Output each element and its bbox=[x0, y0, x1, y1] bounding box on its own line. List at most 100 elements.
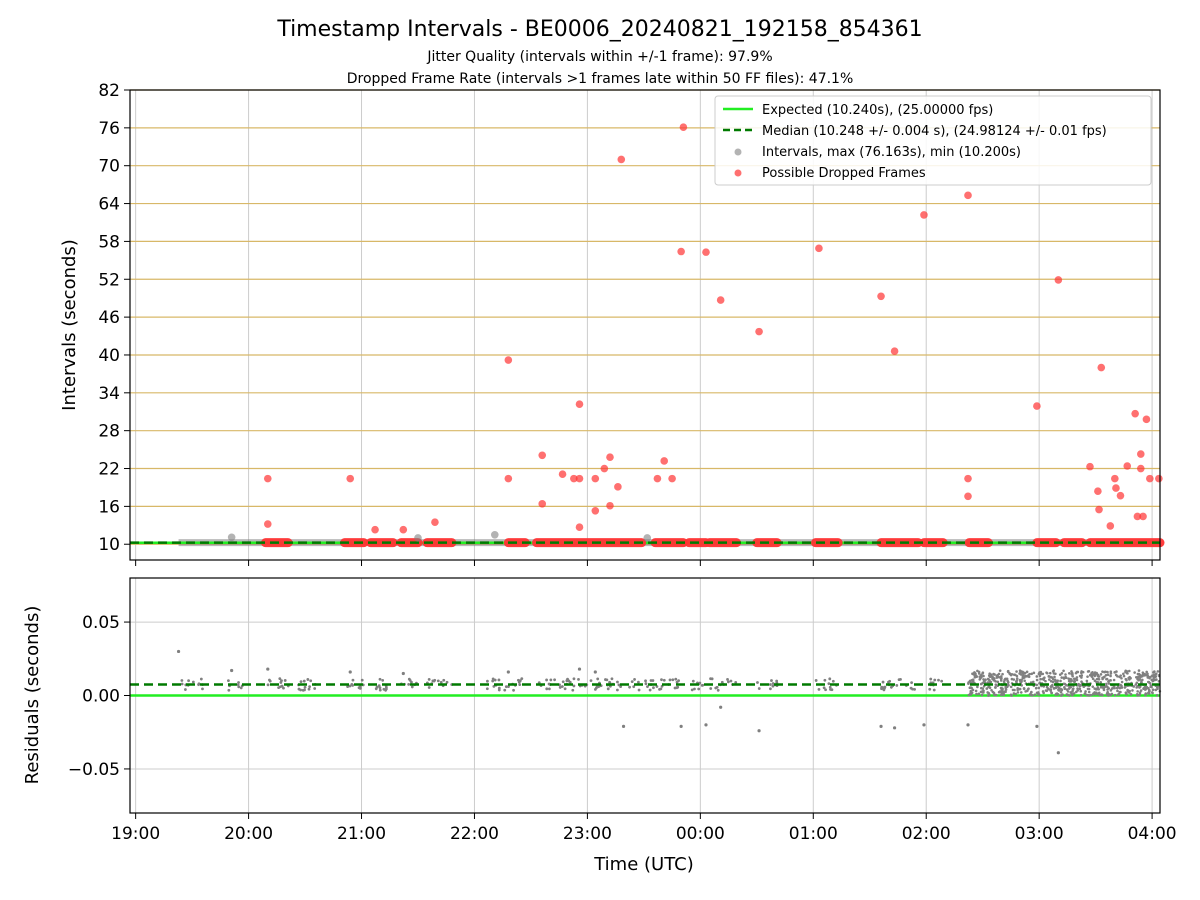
residual-outlier-10 bbox=[704, 723, 708, 727]
residual-point-619 bbox=[996, 680, 1000, 684]
residual-point-347 bbox=[1067, 671, 1071, 675]
residual-point-814 bbox=[1059, 690, 1063, 694]
residual-point-937 bbox=[971, 672, 974, 676]
residual-point-404 bbox=[1048, 678, 1051, 681]
residual-point-50 bbox=[439, 680, 443, 684]
residual-point-792 bbox=[1113, 693, 1117, 697]
dropped-point-38 bbox=[1054, 276, 1063, 284]
residual-point-634 bbox=[1049, 679, 1053, 683]
residual-outlier-11 bbox=[719, 705, 723, 709]
residual-point-959 bbox=[1007, 683, 1010, 687]
residual-point-794 bbox=[1047, 675, 1051, 678]
residual-point-245 bbox=[297, 687, 301, 691]
dropped-point-45 bbox=[1112, 484, 1120, 492]
residual-point-134 bbox=[655, 685, 659, 688]
residual-point-452 bbox=[1109, 674, 1112, 678]
residual-point-877 bbox=[1084, 690, 1087, 693]
residual-point-918 bbox=[994, 685, 997, 689]
dropped-point-37 bbox=[1033, 402, 1041, 410]
residual-point-263 bbox=[646, 685, 649, 689]
residual-point-863 bbox=[992, 672, 995, 676]
residual-point-38 bbox=[407, 682, 411, 686]
residual-point-130 bbox=[675, 686, 679, 690]
residual-point-658 bbox=[989, 680, 993, 684]
residual-point-550 bbox=[1072, 692, 1076, 695]
residual-outlier-4 bbox=[401, 671, 405, 676]
residual-point-862 bbox=[1052, 672, 1056, 675]
residual-point-920 bbox=[1088, 673, 1092, 677]
interval-point-2 bbox=[490, 530, 499, 539]
residual-point-237 bbox=[303, 685, 307, 689]
residual-point-646 bbox=[1113, 671, 1116, 674]
residual-point-77 bbox=[549, 678, 553, 682]
residual-point-643 bbox=[1014, 673, 1017, 677]
legend-dropped-marker bbox=[734, 169, 742, 177]
dropped-point-33 bbox=[920, 211, 928, 219]
residual-point-554 bbox=[1037, 686, 1041, 690]
residual-point-330 bbox=[1136, 675, 1140, 679]
residual-point-215 bbox=[187, 679, 190, 683]
residual-point-236 bbox=[307, 687, 311, 691]
residual-point-749 bbox=[1016, 688, 1019, 692]
dropped-point-17 bbox=[600, 464, 609, 473]
residual-point-6 bbox=[282, 686, 285, 690]
dropped-point-22 bbox=[653, 474, 662, 483]
residual-point-765 bbox=[997, 675, 1001, 679]
residual-point-380 bbox=[1064, 673, 1067, 676]
dropped-point-8 bbox=[538, 500, 547, 508]
residual-point-346 bbox=[1134, 675, 1138, 679]
residual-point-769 bbox=[1014, 692, 1018, 696]
residual-point-928 bbox=[1018, 672, 1021, 675]
residual-point-17 bbox=[350, 683, 354, 686]
residual-point-600 bbox=[1083, 692, 1087, 696]
top-ytick-label-5: 40 bbox=[98, 346, 120, 366]
residual-point-666 bbox=[1042, 691, 1045, 695]
residual-point-89 bbox=[596, 677, 600, 681]
residual-point-753 bbox=[1149, 685, 1153, 689]
residual-point-668 bbox=[1086, 670, 1090, 673]
residual-point-685 bbox=[1106, 688, 1109, 691]
residual-point-193 bbox=[888, 679, 892, 683]
residual-point-170 bbox=[824, 688, 827, 692]
residual-outlier-1 bbox=[230, 668, 234, 673]
residual-point-779 bbox=[1138, 693, 1142, 696]
residual-point-691 bbox=[1103, 675, 1106, 679]
residual-point-880 bbox=[1060, 671, 1064, 675]
top-ytick-label-0: 10 bbox=[98, 535, 120, 555]
residual-point-882 bbox=[1021, 676, 1025, 679]
residual-point-208 bbox=[932, 688, 936, 692]
top-ytick-label-12: 82 bbox=[98, 81, 120, 101]
residual-point-657 bbox=[1025, 670, 1029, 674]
residual-point-22 bbox=[381, 679, 385, 682]
residual-point-157 bbox=[716, 688, 720, 692]
top-ytick-label-9: 64 bbox=[98, 195, 120, 215]
residual-point-763 bbox=[1154, 672, 1158, 676]
residual-point-264 bbox=[652, 686, 655, 690]
x-tick-label-5: 00:00 bbox=[676, 824, 725, 844]
residual-point-126 bbox=[662, 678, 666, 682]
residual-point-833 bbox=[1067, 694, 1071, 697]
residual-point-277 bbox=[1137, 669, 1141, 672]
residual-point-105 bbox=[628, 685, 631, 689]
top-ytick-label-2: 22 bbox=[98, 460, 120, 480]
residuals-plot: 19:00 20:00 21:00 22:00 23:00 00:00 01:00 02:00… bbox=[68, 577, 1177, 844]
residual-point-924 bbox=[1140, 674, 1143, 677]
residual-point-916 bbox=[1068, 680, 1072, 683]
residual-point-240 bbox=[309, 679, 313, 683]
residual-point-441 bbox=[1093, 679, 1097, 683]
residual-point-49 bbox=[442, 678, 446, 682]
residual-point-824 bbox=[1105, 682, 1108, 686]
residual-outlier-17 bbox=[1035, 724, 1039, 728]
residual-point-118 bbox=[630, 680, 634, 684]
dropped-point-32 bbox=[890, 347, 899, 355]
residual-point-864 bbox=[1085, 693, 1089, 697]
residual-point-155 bbox=[709, 687, 713, 690]
residual-point-309 bbox=[1066, 690, 1070, 693]
x-tick-label-6: 01:00 bbox=[789, 824, 838, 844]
residual-point-121 bbox=[674, 677, 678, 681]
residual-point-4 bbox=[280, 679, 283, 683]
residual-point-744 bbox=[1120, 684, 1123, 688]
residual-point-247 bbox=[302, 679, 306, 683]
residual-point-879 bbox=[980, 690, 984, 693]
top-ytick-label-8: 58 bbox=[98, 232, 120, 252]
